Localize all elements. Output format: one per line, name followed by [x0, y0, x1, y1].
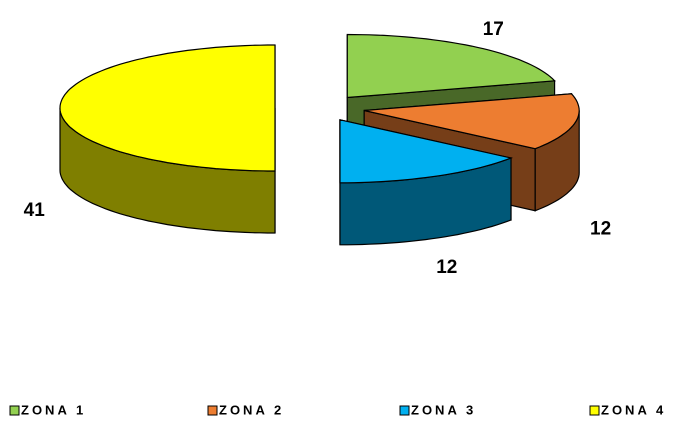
slice: [346, 33, 556, 99]
legend-swatch: [589, 405, 600, 416]
value-label: 17: [483, 19, 504, 40]
legend-label: ZONA 3: [411, 402, 476, 417]
value-label: 12: [590, 219, 611, 240]
legend-swatch: [207, 405, 218, 416]
slice: [339, 119, 514, 184]
slice: [364, 93, 580, 150]
legend-label: ZONA 2: [219, 402, 284, 417]
legend-swatch: [9, 405, 20, 416]
value-label: 12: [436, 257, 457, 278]
value-label: 41: [24, 200, 46, 221]
slice: [59, 44, 276, 172]
legend-label: ZONA 4: [601, 402, 666, 417]
legend-label: ZONA 1: [21, 402, 86, 417]
legend-swatch: [399, 405, 410, 416]
